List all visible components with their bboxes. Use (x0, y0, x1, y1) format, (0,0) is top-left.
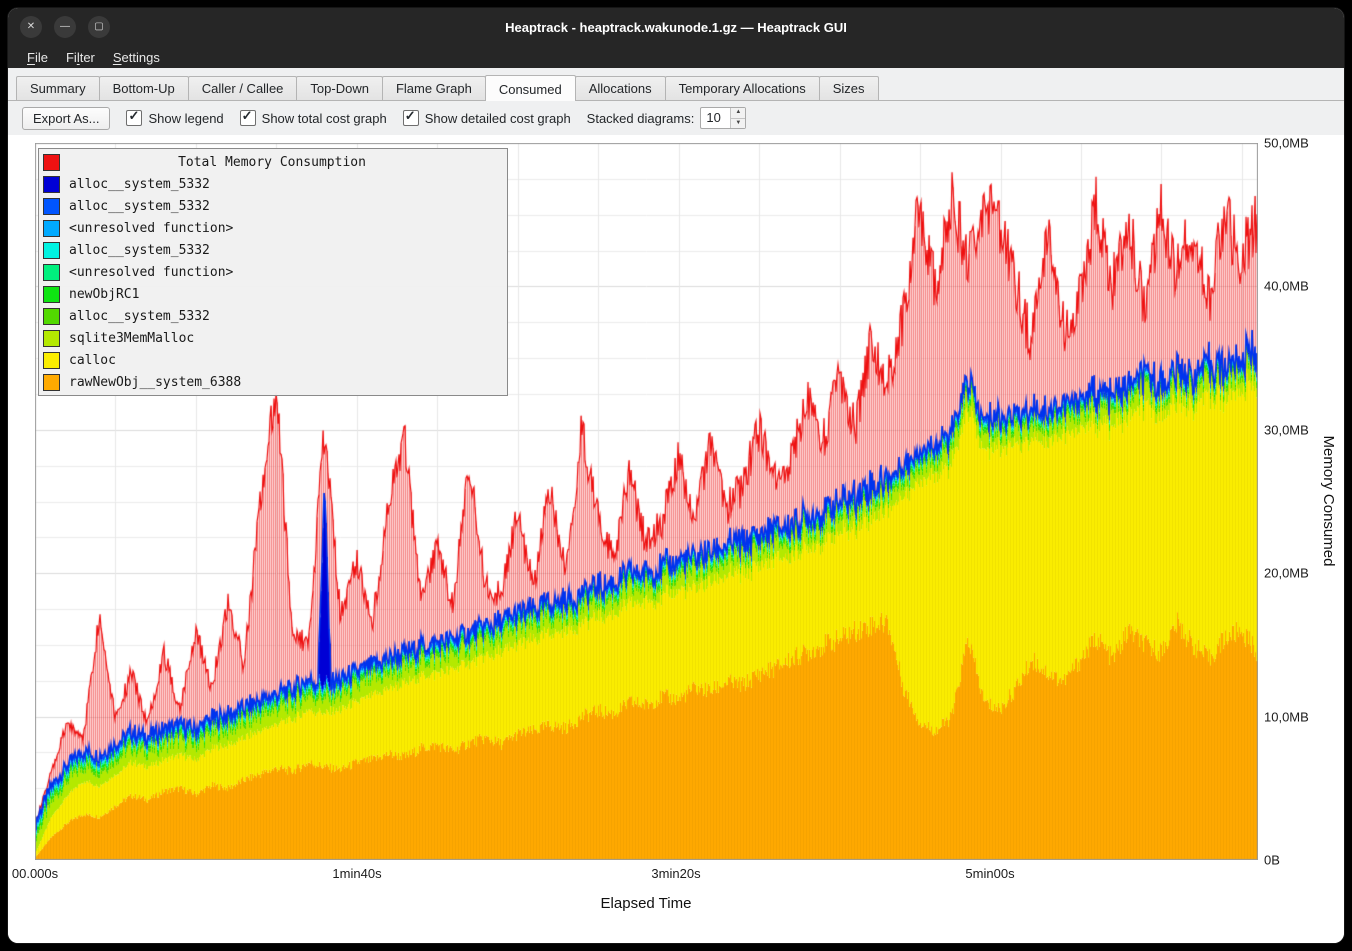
legend-swatch (43, 308, 60, 325)
export-as-button[interactable]: Export As... (22, 107, 110, 130)
stacked-diagrams-value: 10 (701, 108, 730, 128)
y-tick-5: 50,0MB (1264, 136, 1309, 151)
title-bar: ✕ — ▢ Heaptrack - heaptrack.wakunode.1.g… (8, 8, 1344, 46)
window-controls: ✕ — ▢ (20, 16, 110, 38)
y-axis-title: Memory Consumed (1320, 436, 1337, 567)
menu-bar: File Filter Settings (8, 46, 1344, 68)
tab-summary[interactable]: Summary (16, 76, 100, 100)
window-title: Heaptrack - heaptrack.wakunode.1.gz — He… (8, 20, 1344, 35)
stacked-diagrams-label: Stacked diagrams: (587, 111, 695, 126)
x-axis-title: Elapsed Time (601, 895, 692, 912)
maximize-button[interactable]: ▢ (88, 16, 110, 38)
tab-sizes[interactable]: Sizes (819, 76, 879, 100)
legend-swatch (43, 220, 60, 237)
legend-swatch (43, 264, 60, 281)
checkbox-show-legend[interactable]: Show legend (126, 110, 223, 126)
tab-bottom-up[interactable]: Bottom-Up (99, 76, 189, 100)
x-tick-2: 3min20s (651, 866, 700, 881)
legend-entry: <unresolved function> (39, 217, 507, 239)
x-tick-0: 00.000s (12, 866, 58, 881)
tab-consumed[interactable]: Consumed (485, 75, 576, 101)
legend-entry: alloc__system_5332 (39, 195, 507, 217)
legend-swatch (43, 352, 60, 369)
legend-entries: alloc__system_5332 alloc__system_5332 <unr… (39, 173, 507, 393)
legend-title-row: Total Memory Consumption (39, 151, 507, 173)
x-tick-1: 1min40s (332, 866, 381, 881)
menu-filter[interactable]: Filter (57, 49, 104, 66)
checkbox-show-detailed-cost-graph[interactable]: Show detailed cost graph (403, 110, 571, 126)
menu-settings[interactable]: Settings (104, 49, 169, 66)
checkbox-label: Show legend (148, 111, 223, 126)
checkbox-box (403, 110, 419, 126)
checkbox-box (240, 110, 256, 126)
checkbox-box (126, 110, 142, 126)
legend-label: sqlite3MemMalloc (69, 331, 194, 346)
stacked-diagrams-control: Stacked diagrams: 10 ▲ ▼ (587, 107, 747, 129)
legend-entry: newObjRC1 (39, 283, 507, 305)
checkbox-label: Show detailed cost graph (425, 111, 571, 126)
legend-swatch (43, 198, 60, 215)
spin-up-icon[interactable]: ▲ (731, 108, 745, 119)
y-tick-0: 0B (1264, 853, 1280, 868)
tab-allocations[interactable]: Allocations (575, 76, 666, 100)
legend-entry: sqlite3MemMalloc (39, 327, 507, 349)
legend-label: rawNewObj__system_6388 (69, 375, 241, 390)
menu-file[interactable]: File (18, 49, 57, 66)
y-tick-1: 10,0MB (1264, 710, 1309, 725)
legend-entry: alloc__system_5332 (39, 239, 507, 261)
chart-legend: Total Memory Consumption alloc__system_5… (38, 148, 508, 396)
toolbar: Export As... Show legend Show total cost… (8, 101, 1344, 135)
legend-entry: <unresolved function> (39, 261, 507, 283)
spin-down-icon[interactable]: ▼ (731, 119, 745, 129)
tab-top-down[interactable]: Top-Down (296, 76, 383, 100)
app-window: ✕ — ▢ Heaptrack - heaptrack.wakunode.1.g… (8, 8, 1344, 943)
legend-label: calloc (69, 353, 116, 368)
legend-entry: alloc__system_5332 (39, 173, 507, 195)
tab-bar: Summary Bottom-Up Caller / Callee Top-Do… (8, 68, 1344, 101)
tab-caller-callee[interactable]: Caller / Callee (188, 76, 298, 100)
legend-swatch (43, 242, 60, 259)
legend-entry: alloc__system_5332 (39, 305, 507, 327)
legend-label: <unresolved function> (69, 221, 233, 236)
close-button[interactable]: ✕ (20, 16, 42, 38)
legend-title: Total Memory Consumption (60, 155, 503, 170)
checkbox-show-total-cost-graph[interactable]: Show total cost graph (240, 110, 387, 126)
stacked-diagrams-spinbox[interactable]: 10 ▲ ▼ (700, 107, 746, 129)
legend-label: alloc__system_5332 (69, 177, 210, 192)
legend-swatch (43, 330, 60, 347)
legend-swatch (43, 374, 60, 391)
checkbox-label: Show total cost graph (262, 111, 387, 126)
legend-swatch (43, 154, 60, 171)
spin-buttons: ▲ ▼ (730, 108, 745, 128)
consumed-chart-area: Total Memory Consumption alloc__system_5… (8, 135, 1344, 943)
legend-label: alloc__system_5332 (69, 199, 210, 214)
legend-swatch (43, 176, 60, 193)
legend-label: <unresolved function> (69, 265, 233, 280)
x-tick-3: 5min00s (965, 866, 1014, 881)
legend-entry: calloc (39, 349, 507, 371)
y-tick-4: 40,0MB (1264, 279, 1309, 294)
legend-label: alloc__system_5332 (69, 309, 210, 324)
legend-entry: rawNewObj__system_6388 (39, 371, 507, 393)
legend-label: newObjRC1 (69, 287, 139, 302)
minimize-button[interactable]: — (54, 16, 76, 38)
legend-swatch (43, 286, 60, 303)
y-tick-2: 20,0MB (1264, 566, 1309, 581)
y-tick-3: 30,0MB (1264, 423, 1309, 438)
tab-temporary-allocations[interactable]: Temporary Allocations (665, 76, 820, 100)
tab-flame-graph[interactable]: Flame Graph (382, 76, 486, 100)
legend-label: alloc__system_5332 (69, 243, 210, 258)
